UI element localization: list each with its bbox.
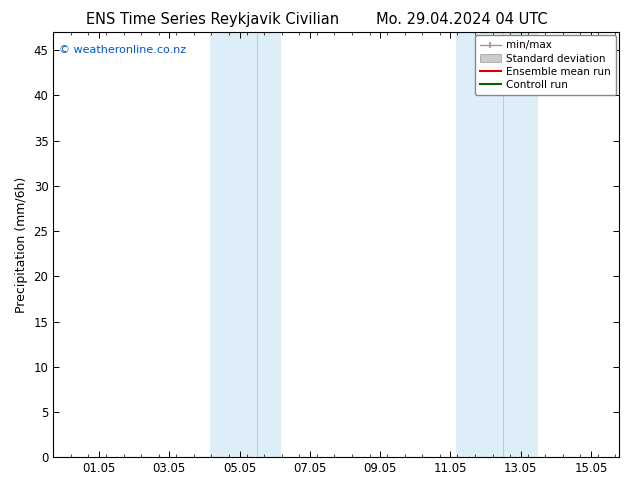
Bar: [210, 32, 281, 457]
Bar: [456, 32, 538, 457]
Text: © weatheronline.co.nz: © weatheronline.co.nz: [59, 45, 186, 55]
Legend: min/max, Standard deviation, Ensemble mean run, Controll run: min/max, Standard deviation, Ensemble me…: [475, 35, 616, 95]
Text: ENS Time Series Reykjavik Civilian        Mo. 29.04.2024 04 UTC: ENS Time Series Reykjavik Civilian Mo. 2…: [86, 12, 548, 27]
Y-axis label: Precipitation (mm/6h): Precipitation (mm/6h): [15, 176, 28, 313]
